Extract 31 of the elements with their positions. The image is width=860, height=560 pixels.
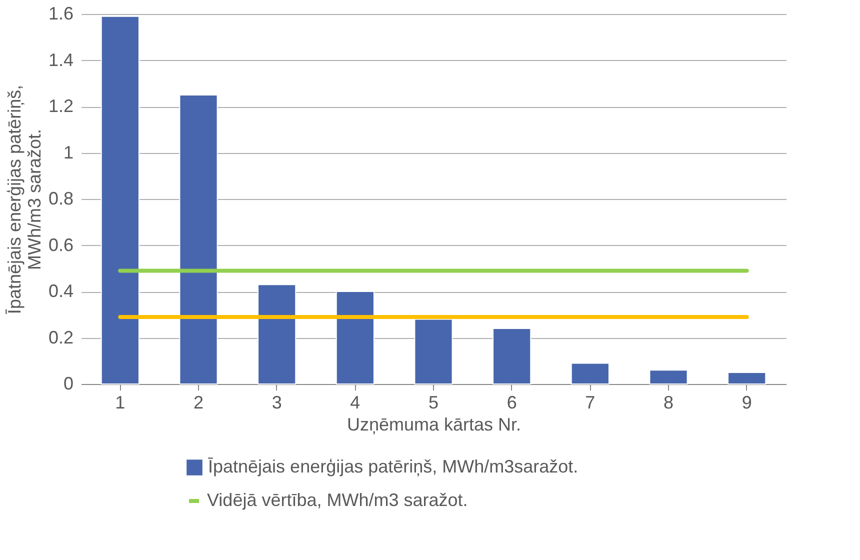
x-tick-label: 2	[193, 392, 204, 412]
y-tick-label: 1.2	[48, 96, 74, 116]
y-tick-label: 0.4	[48, 281, 74, 301]
y-axis-title: Īpatnējais enerģijas patēriņš, MWh/m3 saražot.	[4, 84, 44, 314]
bar	[336, 291, 374, 384]
legend-label: Vidējā vērtība, MWh/m3 saražot.	[207, 490, 468, 510]
bar	[570, 362, 610, 384]
x-tick-label: 6	[506, 392, 517, 412]
y-tick-label: 0	[63, 374, 74, 394]
x-tick-label: 9	[742, 392, 752, 412]
bar	[728, 372, 766, 384]
bar	[100, 16, 140, 384]
x-tick-label: 8	[663, 392, 674, 412]
bar	[649, 370, 688, 384]
bar	[492, 328, 532, 384]
y-tick-label: 1.6	[48, 4, 74, 24]
x-tick-label: 1	[115, 392, 126, 412]
bar	[414, 318, 453, 384]
bar	[258, 284, 296, 384]
bar	[179, 94, 218, 384]
y-tick-label: 0.2	[48, 327, 74, 348]
y-tick-label: 0.8	[48, 188, 74, 208]
x-tick-label: 3	[272, 392, 282, 412]
y-tick-label: 1.4	[48, 50, 74, 70]
y-tick-label: 0.6	[48, 234, 74, 255]
x-tick-label: 5	[428, 392, 439, 412]
x-tick-label: 7	[585, 392, 596, 412]
y-tick-label: 1	[63, 142, 74, 162]
x-axis-title: Uzņēmuma kārtas Nr.	[346, 414, 522, 434]
x-tick-label: 4	[350, 392, 360, 412]
legend-label: Īpatnējais enerģijas patēriņš, MWh/m3saražot.	[208, 456, 578, 476]
